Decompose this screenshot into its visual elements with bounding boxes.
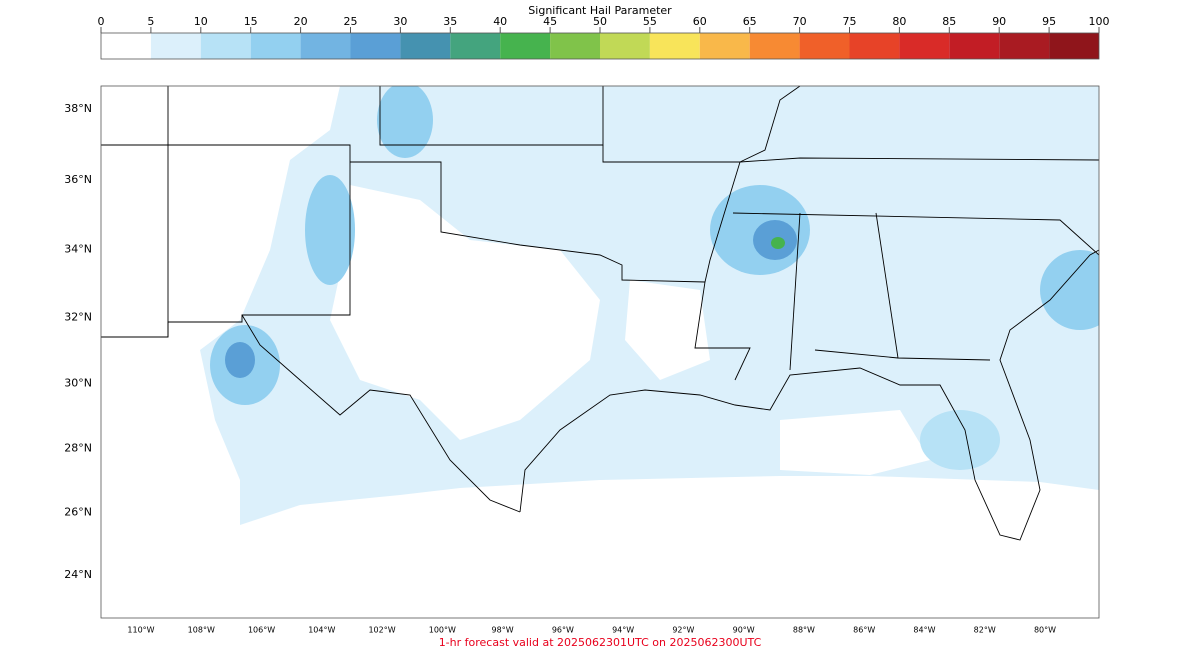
- colorbar-tick-label: 55: [643, 15, 657, 28]
- colorbar-segment: [799, 33, 850, 59]
- shading-gap: [625, 280, 710, 380]
- lat-label: 28°N: [64, 442, 92, 455]
- lat-label: 30°N: [64, 377, 92, 390]
- colorbar-tick-label: 10: [194, 15, 208, 28]
- colorbar-segment: [300, 33, 351, 59]
- colorbar-tick-label: 15: [244, 15, 258, 28]
- lon-label: 96°W: [552, 626, 574, 635]
- colorbar-tick-label: 30: [393, 15, 407, 28]
- colorbar-tick-label: 80: [892, 15, 906, 28]
- lat-label: 32°N: [64, 310, 92, 323]
- colorbar-segment: [749, 33, 800, 59]
- lon-label: 104°W: [308, 626, 335, 635]
- lon-label: 106°W: [248, 626, 275, 635]
- colorbar-segment: [949, 33, 1000, 59]
- colorbar-tick-label: 20: [294, 15, 308, 28]
- shading-gap: [330, 185, 600, 440]
- map-frame: [100, 85, 1100, 619]
- lon-label: 110°W: [127, 626, 154, 635]
- colorbar-tick-label: 40: [493, 15, 507, 28]
- lon-label: 80°W: [1034, 626, 1056, 635]
- lat-label: 24°N: [64, 568, 92, 581]
- colorbar-tick-label: 65: [743, 15, 757, 28]
- lon-label: 86°W: [853, 626, 875, 635]
- colorbar-tick-label: 0: [98, 15, 105, 28]
- lon-label: 100°W: [429, 626, 456, 635]
- colorbar-tick-label: 35: [443, 15, 457, 28]
- colorbar-tick-label: 100: [1089, 15, 1110, 28]
- colorbar-segment: [699, 33, 750, 59]
- lon-label: 102°W: [368, 626, 395, 635]
- colorbar-segment: [150, 33, 201, 59]
- footer: 1-hr forecast valid at 2025062301UTC on …: [439, 636, 762, 649]
- colorbar-segment: [101, 33, 151, 59]
- lon-label: 84°W: [913, 626, 935, 635]
- lon-label: 108°W: [188, 626, 215, 635]
- lon-label: 98°W: [492, 626, 514, 635]
- lon-label: 82°W: [974, 626, 996, 635]
- lon-label: 92°W: [672, 626, 694, 635]
- lon-label: 94°W: [612, 626, 634, 635]
- lat-label: 38°N: [64, 102, 92, 115]
- colorbar-segment: [500, 33, 551, 59]
- lon-label: 90°W: [733, 626, 755, 635]
- lat-label: 34°N: [64, 243, 92, 256]
- colorbar-segment: [1049, 33, 1099, 59]
- colorbar-tick-label: 50: [593, 15, 607, 28]
- lat-label: 36°N: [64, 173, 92, 186]
- colorbar-segment: [849, 33, 900, 59]
- colorbar-tick-label: 85: [942, 15, 956, 28]
- colorbar-title: Significant Hail Parameter: [528, 4, 672, 17]
- colorbar-tick-label: 90: [992, 15, 1006, 28]
- colorbar-segment: [400, 33, 451, 59]
- colorbar-tick-label: 75: [843, 15, 857, 28]
- colorbar-tick-label: 45: [543, 15, 557, 28]
- colorbar: [101, 33, 1099, 59]
- colorbar-segment: [250, 33, 301, 59]
- shading: [377, 86, 433, 158]
- colorbar-tick-label: 60: [693, 15, 707, 28]
- shading: [920, 410, 1000, 470]
- shading: [225, 342, 255, 378]
- colorbar-segment: [600, 33, 650, 59]
- colorbar-segment: [999, 33, 1050, 59]
- colorbar-tick-label: 95: [1042, 15, 1056, 28]
- colorbar-segment: [350, 33, 401, 59]
- colorbar-segment: [550, 33, 600, 59]
- colorbar-segment: [450, 33, 501, 59]
- colorbar-segment: [200, 33, 251, 59]
- borders: [101, 86, 1099, 541]
- shading-gap: [780, 410, 930, 475]
- colorbar-segment: [649, 33, 700, 59]
- shading: [771, 237, 785, 249]
- lon-label: 88°W: [793, 626, 815, 635]
- shading: [305, 175, 355, 285]
- colorbar-tick-label: 25: [344, 15, 358, 28]
- colorbar-tick-label: 70: [793, 15, 807, 28]
- colorbar-segment: [899, 33, 950, 59]
- lat-label: 26°N: [64, 505, 92, 518]
- colorbar-tick-label: 5: [147, 15, 154, 28]
- shading: [1040, 250, 1099, 330]
- map-field: [101, 86, 1099, 541]
